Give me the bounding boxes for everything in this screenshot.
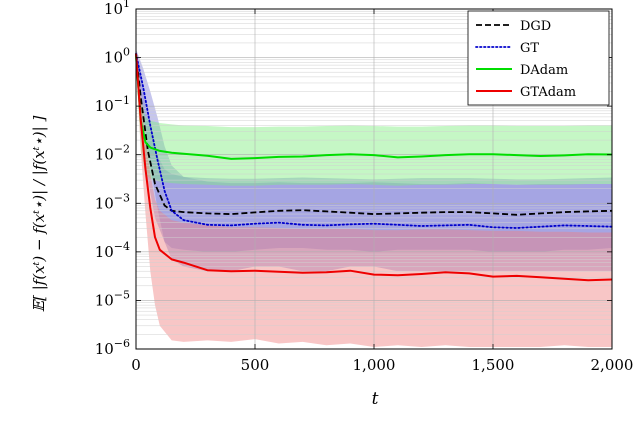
y-axis-title: 𝔼[ |f(xᵗ) − f(xᵗ⋆)| / |f(xᵗ⋆)| ] [30,116,48,313]
legend-label-dadam: DAdam [520,63,568,78]
legend-label-gt: GT [520,41,539,56]
y-tick-label: 10−3 [95,191,130,212]
y-tick-label: 10−6 [95,337,130,358]
y-tick-label: 10−4 [95,240,130,261]
legend: DGD GT DAdam GTAdam [467,10,610,106]
y-tick-label: 10−1 [95,94,130,115]
x-tick-label: 0 [131,356,141,374]
y-tick-label: 100 [104,46,130,67]
x-tick-label: 1,000 [353,356,396,374]
axis-ticks: 0 500 1,000 1,500 2,000 10−6 10−5 10−4 10−3 10−2 1… [95,0,634,374]
y-tick-label: 10−5 [95,288,130,309]
y-tick-label: 101 [104,0,130,18]
legend-label-gtadam: GTAdam [520,85,576,100]
x-axis-title: t [372,389,379,409]
x-tick-label: 2,000 [591,356,634,374]
legend-label-dgd: DGD [520,19,551,34]
series-line-gtadam [135,53,613,282]
legend-box [467,10,610,106]
x-tick-label: 500 [241,356,270,374]
series-line-gt [135,52,613,229]
x-tick-label: 1,500 [472,356,515,374]
series-line-dgd [135,53,613,216]
y-tick-label: 10−2 [95,143,130,164]
series-lines [135,52,613,282]
series-line-dadam [135,55,613,160]
